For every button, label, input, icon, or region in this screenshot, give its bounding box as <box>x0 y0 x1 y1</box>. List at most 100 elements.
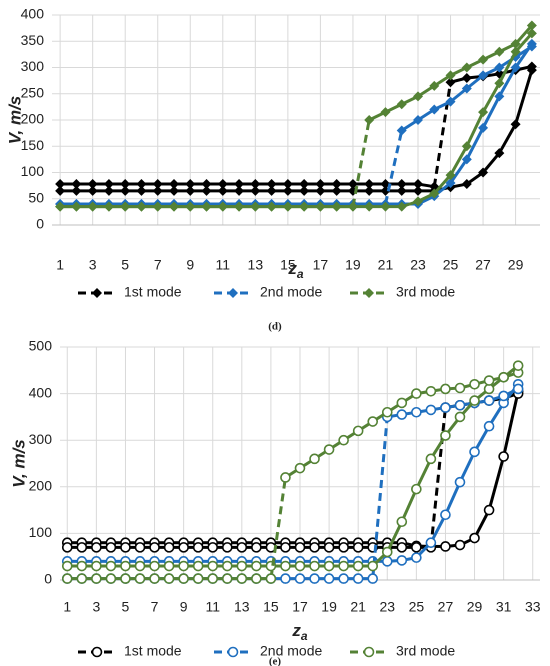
x-tick-label: 9 <box>180 599 188 615</box>
marker <box>280 542 291 553</box>
marker <box>380 201 391 212</box>
y-tick-label: 400 <box>29 384 53 400</box>
line-segment <box>498 51 517 84</box>
marker <box>152 179 163 190</box>
marker <box>396 179 407 190</box>
marker <box>469 378 480 390</box>
legend-marker <box>228 288 238 298</box>
marker <box>294 573 306 584</box>
series <box>61 367 524 572</box>
marker <box>120 560 131 572</box>
marker <box>309 560 320 572</box>
marker <box>294 542 306 553</box>
marker <box>169 201 179 212</box>
legend-label: 3rd mode <box>396 643 455 659</box>
marker <box>461 154 472 165</box>
x-tick-label: 29 <box>467 599 483 615</box>
x-tick-label: 11 <box>216 257 231 273</box>
marker <box>61 573 73 584</box>
line-segment <box>498 66 517 98</box>
marker <box>192 573 204 584</box>
x-tick-label: 3 <box>89 257 97 273</box>
marker <box>483 395 495 406</box>
line-segment <box>458 451 476 483</box>
line-segment <box>385 521 404 553</box>
marker <box>323 444 335 455</box>
marker <box>149 573 160 584</box>
marker <box>251 560 262 572</box>
x-axis-label: za <box>291 621 308 643</box>
x-tick-label: 21 <box>378 257 394 273</box>
marker <box>221 573 233 584</box>
marker <box>134 560 146 572</box>
marker <box>440 430 451 441</box>
y-tick-label: 100 <box>29 524 53 540</box>
marker <box>396 516 408 528</box>
marker <box>234 185 245 196</box>
y-tick-label: 0 <box>44 571 52 587</box>
marker <box>282 185 293 196</box>
marker <box>185 179 196 190</box>
marker <box>425 453 437 465</box>
x-tick-label: 27 <box>438 599 454 615</box>
legend-marker <box>91 646 103 658</box>
marker <box>250 201 261 212</box>
y-tick-label: 300 <box>29 431 53 447</box>
line-segment <box>351 119 371 207</box>
marker <box>103 179 114 190</box>
legend-marker <box>227 646 239 658</box>
legend-label: 2nd mode <box>260 643 322 659</box>
marker <box>494 46 505 57</box>
y-tick-label: 200 <box>21 111 45 127</box>
marker <box>315 185 326 196</box>
marker <box>478 70 489 81</box>
marker <box>425 385 437 397</box>
marker <box>91 573 102 584</box>
marker <box>445 96 456 107</box>
marker <box>510 46 521 57</box>
marker <box>120 185 131 196</box>
marker <box>236 560 248 572</box>
marker <box>440 509 451 521</box>
marker <box>461 62 472 73</box>
marker <box>526 41 537 52</box>
marker <box>152 185 163 196</box>
x-axis-label: za <box>287 259 304 281</box>
marker <box>323 542 335 553</box>
panel-label: (e) <box>269 656 282 666</box>
legend-label: 3rd mode <box>396 284 455 300</box>
marker <box>411 406 422 418</box>
marker <box>323 560 335 572</box>
marker <box>234 201 245 212</box>
x-tick-label: 23 <box>410 257 426 273</box>
marker <box>251 542 262 553</box>
line-segment <box>514 69 534 125</box>
marker <box>282 201 293 212</box>
marker <box>381 406 393 418</box>
marker <box>136 179 147 190</box>
line-segment <box>487 456 506 511</box>
line-segment <box>514 32 533 53</box>
legend-marker <box>364 288 374 298</box>
x-tick-label: 13 <box>234 599 250 615</box>
marker <box>265 573 277 584</box>
marker <box>236 573 248 584</box>
marker <box>120 179 131 190</box>
marker <box>201 201 212 212</box>
marker <box>478 167 489 178</box>
marker <box>338 560 349 572</box>
marker <box>61 560 73 572</box>
x-tick-label: 27 <box>475 257 491 273</box>
marker <box>236 542 248 553</box>
marker <box>178 573 189 584</box>
marker <box>461 179 472 190</box>
x-axis-label-sub: a <box>297 267 304 281</box>
marker <box>250 185 261 196</box>
series <box>61 360 524 584</box>
marker <box>498 371 509 383</box>
marker <box>454 411 466 423</box>
marker <box>429 80 440 91</box>
x-tick-label: 3 <box>92 599 100 615</box>
x-tick-label: 17 <box>313 257 329 273</box>
marker <box>185 201 196 212</box>
